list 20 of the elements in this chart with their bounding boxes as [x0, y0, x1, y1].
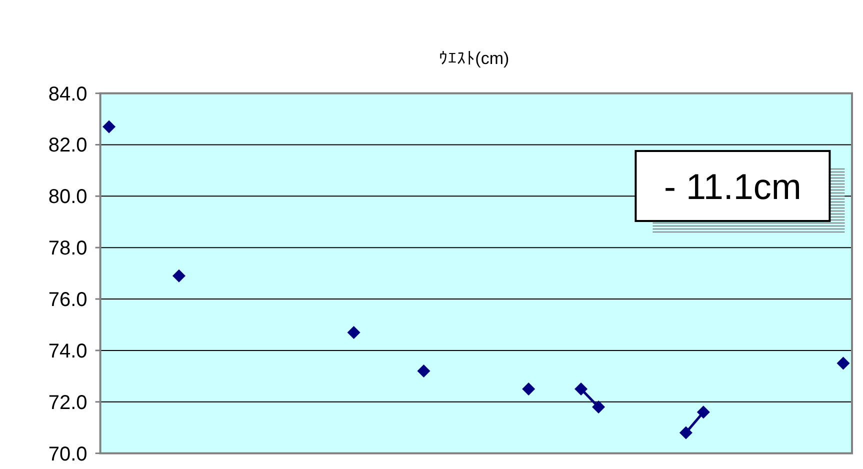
- y-tick-label: 76.0: [48, 289, 88, 312]
- point: [696, 406, 710, 419]
- point: [679, 426, 692, 440]
- annotation: - 11.1cm: [664, 166, 802, 207]
- point: [592, 400, 606, 414]
- point: [836, 356, 850, 370]
- y-tick-label: 70.0: [48, 443, 88, 466]
- y-tick-label: 84.0: [48, 83, 88, 106]
- y-tick-label: 82.0: [48, 134, 88, 157]
- point: [172, 269, 186, 282]
- y-tick-label: 72.0: [48, 392, 88, 414]
- chart-title: ｳｴｽﾄ(cm): [439, 49, 510, 68]
- point: [417, 364, 430, 378]
- y-tick-label: 74.0: [48, 340, 88, 362]
- point: [574, 382, 588, 396]
- point: [102, 120, 116, 134]
- point: [347, 326, 360, 339]
- y-tick-label: 78.0: [48, 238, 88, 260]
- y-tick-label: 80.0: [48, 186, 88, 208]
- point: [522, 382, 536, 396]
